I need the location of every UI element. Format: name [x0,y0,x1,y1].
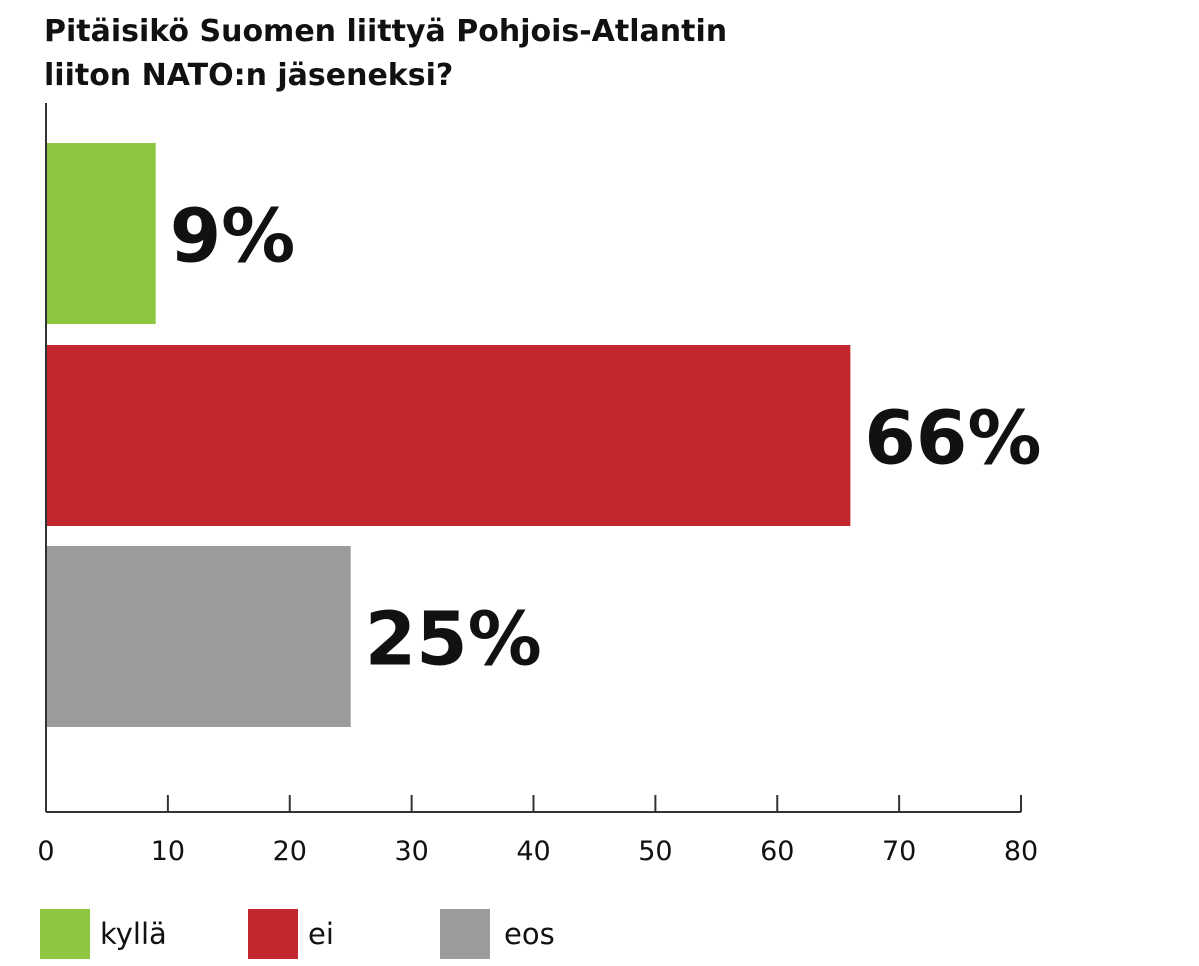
x-tick-label-80: 80 [1004,836,1038,867]
legend-swatch-eos [440,909,490,959]
legend-item-kylla: kyllä [40,908,167,960]
x-tick-label-10: 10 [151,836,185,867]
x-tick-label-30: 30 [394,836,428,867]
chart-title: Pitäisikö Suomen liittyä Pohjois-Atlanti… [44,10,944,98]
bar-kylla [46,143,156,324]
legend-label-kylla: kyllä [100,917,167,951]
chart-title-line-1: Pitäisikö Suomen liittyä Pohjois-Atlanti… [44,14,728,49]
legend-item-ei: ei [248,908,334,960]
legend-swatch-ei [248,909,298,959]
x-tick-label-60: 60 [760,836,794,867]
legend-item-eos: eos [440,908,555,960]
x-tick-label-50: 50 [638,836,672,867]
chart-title-line-2: liiton NATO:n jäseneksi? [44,58,454,93]
legend-label-eos: eos [504,917,555,951]
x-tick-label-40: 40 [516,836,550,867]
value-label-eos: 25% [365,597,542,683]
x-tick-label-20: 20 [273,836,307,867]
x-tick-label-0: 0 [37,836,54,867]
x-tick-label-70: 70 [882,836,916,867]
value-labels-group: 9% 66% 25% [170,194,1042,683]
value-label-ei: 66% [864,396,1041,482]
legend-label-ei: ei [308,917,334,951]
bar-ei [46,345,851,526]
legend-swatch-kylla [40,909,90,959]
value-label-kylla: 9% [170,194,296,280]
bars-group [46,143,851,727]
bar-chart: 9% 66% 25% 0 10 20 30 40 50 60 70 80 [37,103,1042,867]
bar-eos [46,546,351,727]
axes-group: 0 10 20 30 40 50 60 70 80 [37,103,1038,867]
